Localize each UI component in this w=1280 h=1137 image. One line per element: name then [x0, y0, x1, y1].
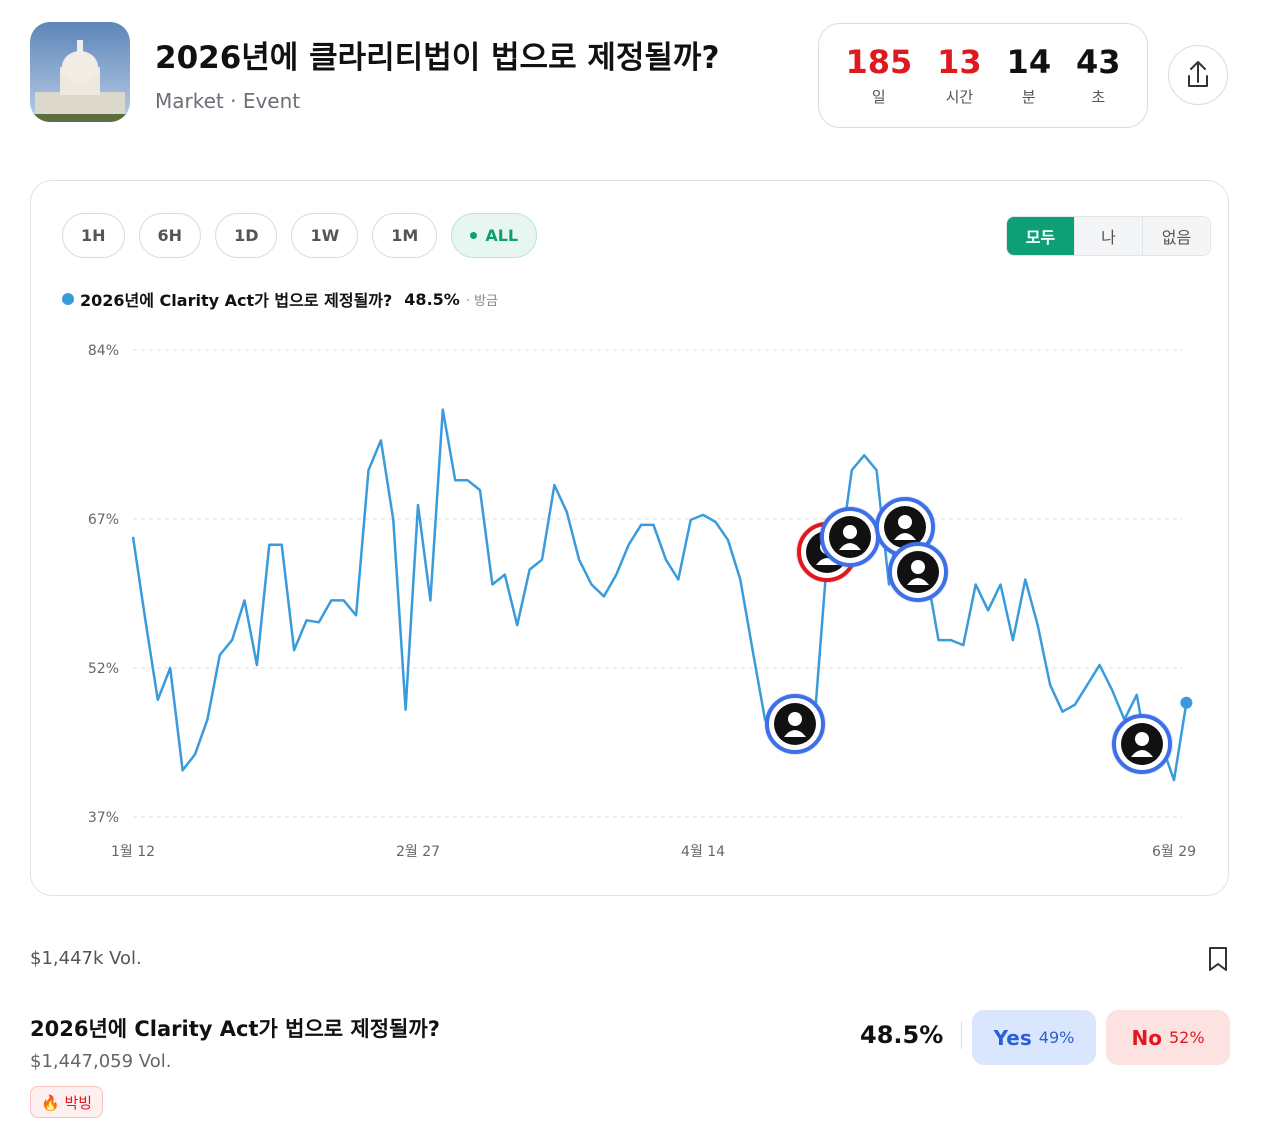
countdown-unit: 185 일: [845, 44, 912, 107]
range-button[interactable]: 1D: [215, 213, 278, 258]
countdown: 185 일 13 시간 14 분 43 초: [818, 23, 1148, 128]
legend-label: 2026년에 Clarity Act가 법으로 제정될까?: [80, 291, 393, 310]
chart-card: [30, 180, 1229, 896]
share-icon: [1188, 61, 1208, 87]
no-button[interactable]: No 52%: [1106, 1010, 1230, 1065]
countdown-label: 일: [871, 88, 886, 106]
range-button[interactable]: 1M: [372, 213, 438, 258]
legend-value: 48.5%: [404, 289, 460, 309]
range-button[interactable]: 6H: [138, 213, 202, 258]
outcome-volume: $1,447,059 Vol.: [30, 1051, 172, 1072]
badge: 🔥 박빙: [30, 1086, 104, 1118]
countdown-label: 시간: [945, 88, 974, 106]
legend-swatch: [62, 293, 74, 305]
market-subtitle: Market · Event: [155, 89, 301, 113]
countdown-value: 14: [1006, 43, 1052, 81]
market-thumbnail: [30, 22, 130, 122]
bookmark-button[interactable]: [1206, 946, 1230, 976]
total-volume: $1,447k Vol.: [30, 948, 142, 969]
range-button[interactable]: 1H: [62, 213, 125, 258]
countdown-unit: 43 초: [1076, 44, 1121, 107]
thumbnail-art: [30, 22, 130, 122]
yes-label: Yes: [993, 1025, 1032, 1050]
range-button[interactable]: 1W: [291, 213, 359, 258]
yes-button[interactable]: Yes 49%: [972, 1010, 1096, 1065]
countdown-label: 분: [1021, 88, 1036, 106]
outcome-probability: 48.5%: [860, 1021, 963, 1049]
filter-button[interactable]: 없음: [1142, 217, 1210, 255]
bookmark-icon: [1209, 947, 1227, 971]
filter-button[interactable]: 나: [1074, 217, 1142, 255]
countdown-label: 초: [1091, 88, 1106, 106]
countdown-value: 185: [845, 43, 913, 81]
share-button[interactable]: [1168, 45, 1228, 105]
range-buttons: 1H 6H 1D 1W 1M ALL: [62, 213, 538, 258]
market-title: 2026년에 클라리티법이 법으로 제정될까?: [155, 40, 720, 76]
countdown-unit: 14 분: [1007, 44, 1052, 107]
filter-button[interactable]: 모두: [1007, 217, 1074, 255]
outcome-title: 2026년에 Clarity Act가 법으로 제정될까?: [30, 1017, 440, 1041]
countdown-value: 13: [937, 43, 982, 81]
filter-buttons: 모두 나 없음: [1006, 216, 1211, 256]
no-label: No: [1131, 1025, 1162, 1050]
legend-updated: · 방금: [465, 293, 498, 309]
range-button[interactable]: ALL: [451, 213, 538, 258]
countdown-value: 43: [1075, 43, 1121, 81]
countdown-unit: 13 시간: [937, 44, 982, 107]
legend: 2026년에 Clarity Act가 법으로 제정될까? 48.5% · 방금: [62, 287, 498, 311]
yes-price: 49%: [1038, 1028, 1075, 1047]
no-price: 52%: [1168, 1028, 1205, 1047]
